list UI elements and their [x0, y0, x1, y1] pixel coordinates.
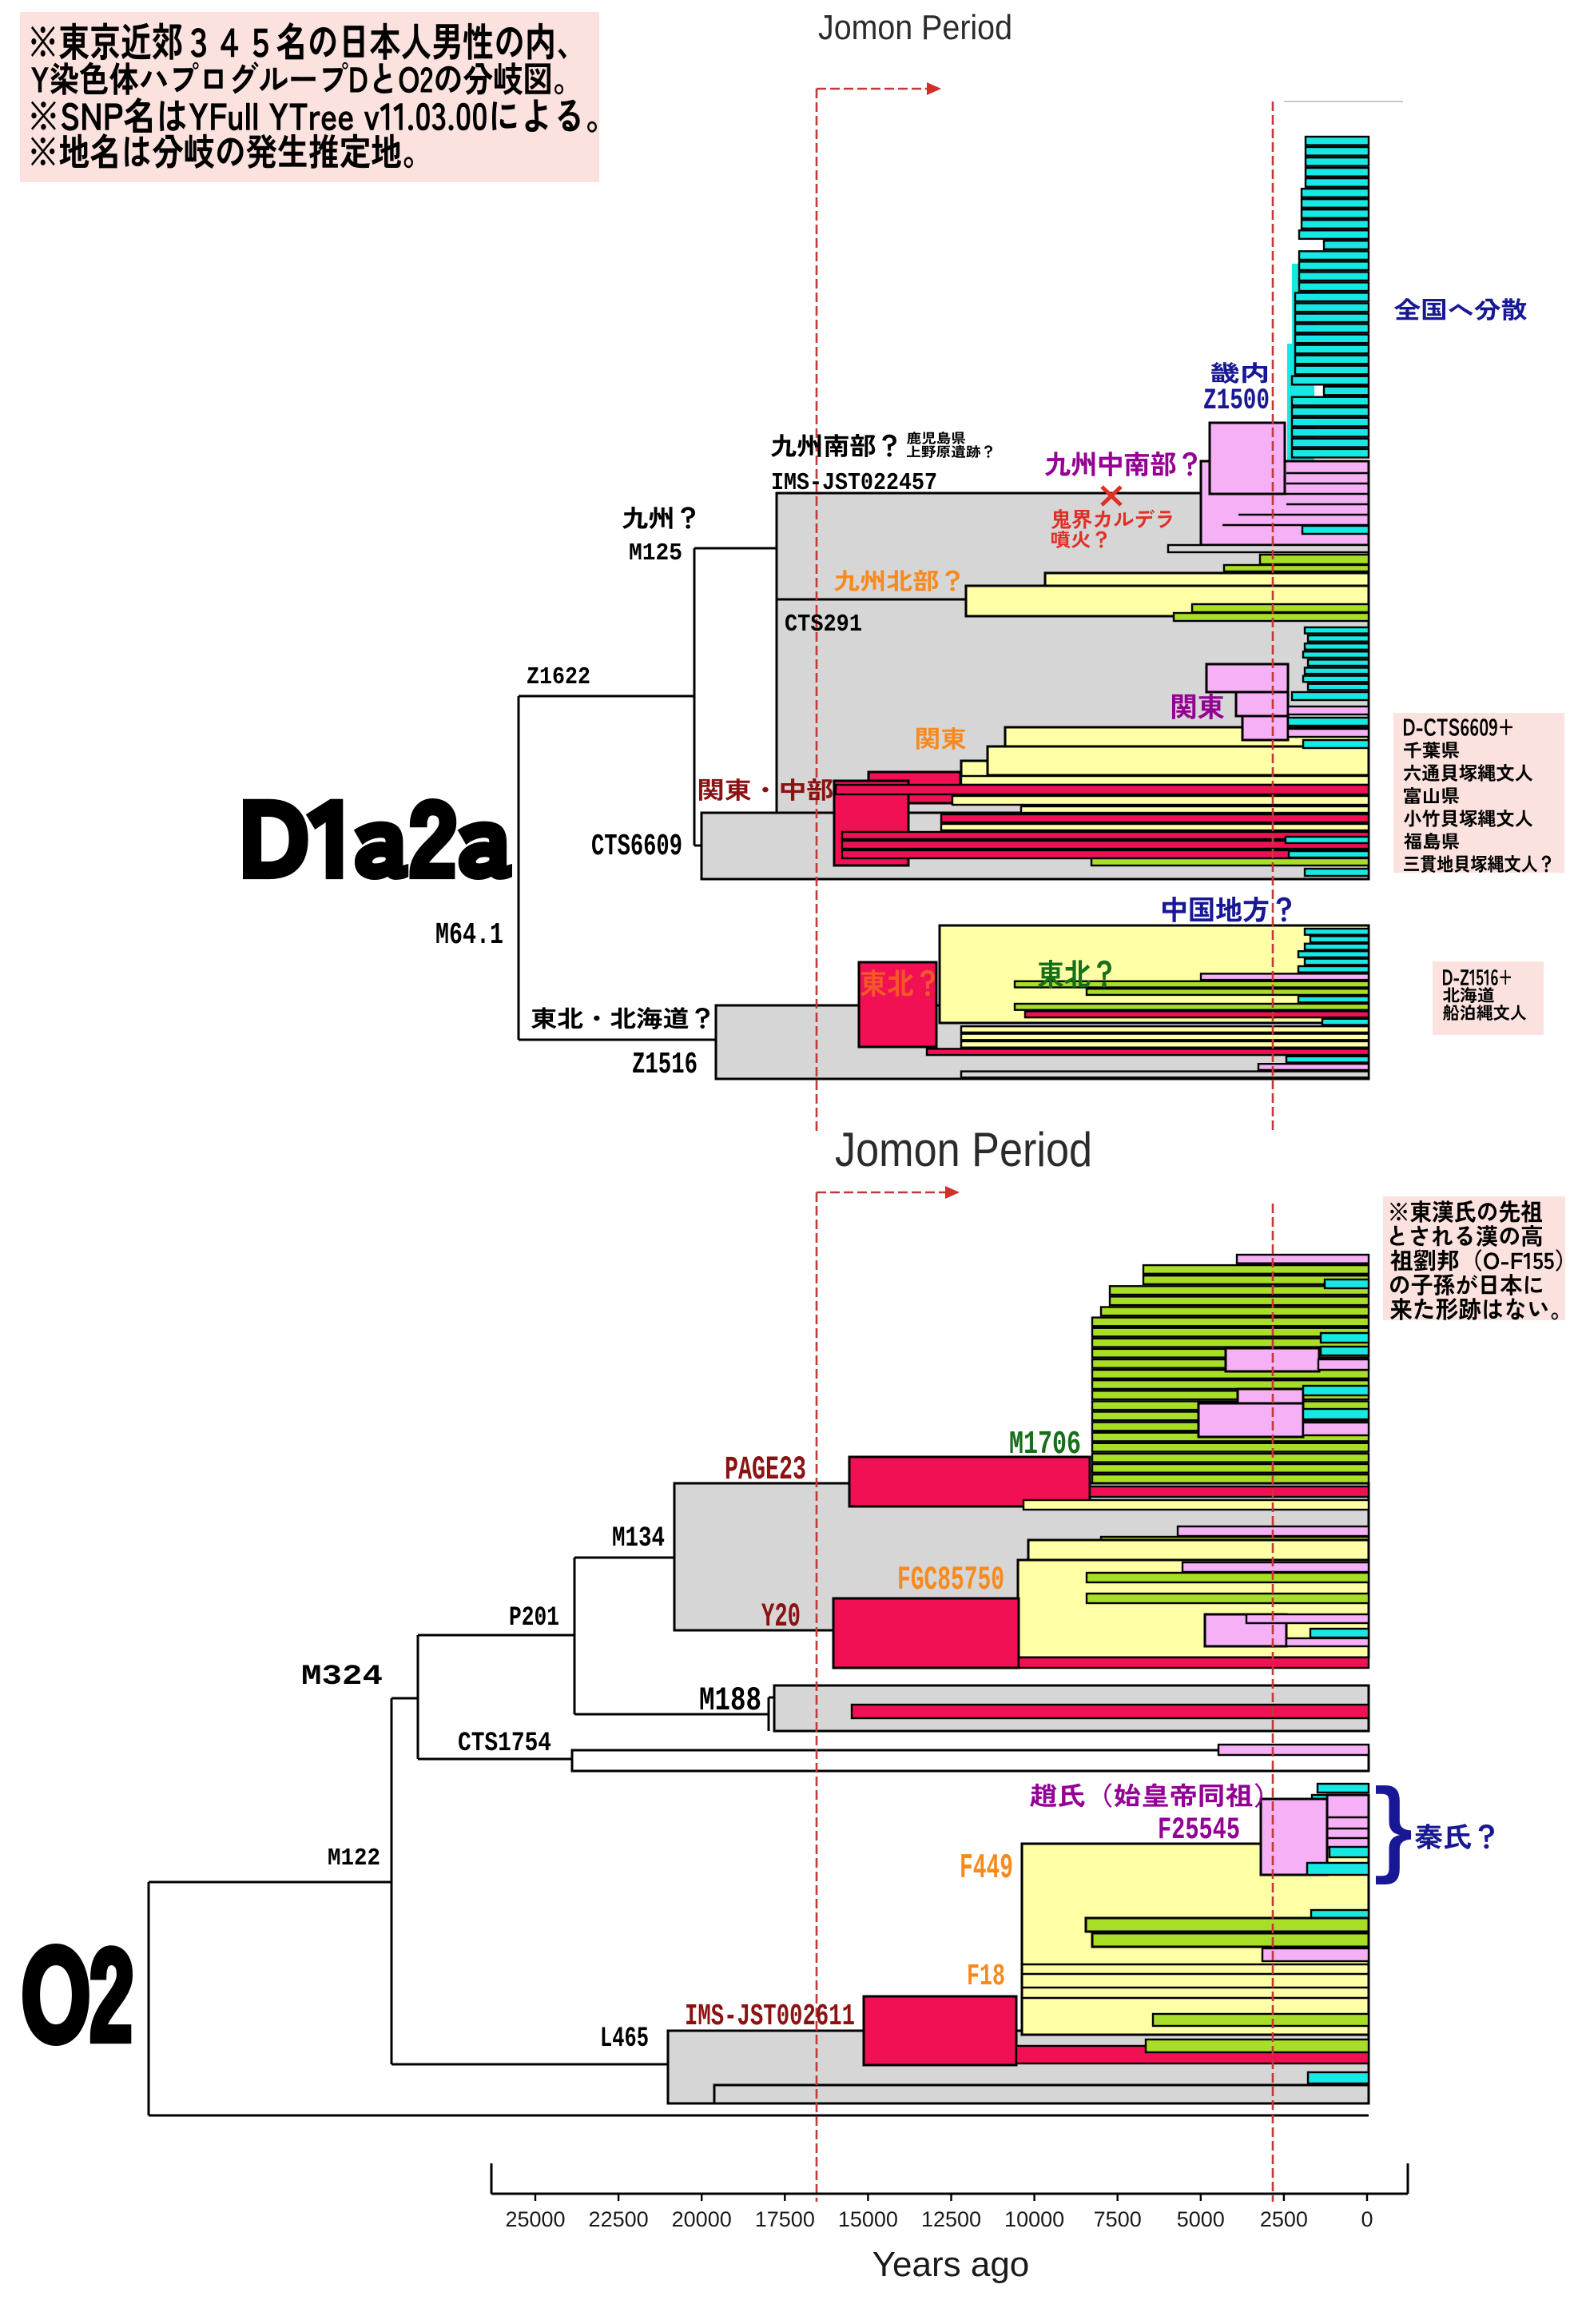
svg-text:CTS291: CTS291 [785, 611, 862, 639]
svg-text:IMS-JST022457: IMS-JST022457 [771, 469, 937, 497]
svg-text:Jomon Period: Jomon Period [835, 1123, 1092, 1176]
svg-text:2500: 2500 [1260, 2207, 1308, 2231]
svg-text:5000: 5000 [1177, 2207, 1225, 2231]
svg-text:M122: M122 [328, 1844, 380, 1872]
svg-text:22500: 22500 [589, 2207, 649, 2231]
svg-text:12500: 12500 [921, 2207, 981, 2231]
svg-text:17500: 17500 [755, 2207, 815, 2231]
svg-text:0: 0 [1361, 2207, 1373, 2231]
svg-text:25000: 25000 [505, 2207, 565, 2231]
svg-text:Years ago: Years ago [872, 2245, 1030, 2284]
svg-text:CTS6609: CTS6609 [591, 830, 682, 864]
svg-text:L465: L465 [600, 2023, 649, 2055]
svg-text:15000: 15000 [838, 2207, 898, 2231]
svg-text:PAGE23: PAGE23 [725, 1451, 806, 1489]
svg-text:7500: 7500 [1094, 2207, 1142, 2231]
svg-text:M125: M125 [629, 539, 682, 567]
svg-text:Z1500: Z1500 [1203, 384, 1270, 418]
svg-text:M64.1: M64.1 [435, 918, 503, 953]
svg-text:M1706: M1706 [1009, 1427, 1081, 1463]
svg-text:Jomon Period: Jomon Period [818, 8, 1012, 47]
svg-text:20000: 20000 [672, 2207, 732, 2231]
svg-text:Y20: Y20 [761, 1598, 801, 1636]
svg-text:M324: M324 [301, 1661, 383, 1693]
svg-text:P201: P201 [509, 1603, 559, 1634]
svg-text:CTS1754: CTS1754 [458, 1729, 551, 1759]
svg-text:Z1622: Z1622 [527, 663, 590, 691]
svg-text:FGC85750: FGC85750 [897, 1561, 1004, 1599]
svg-text:10000: 10000 [1004, 2207, 1064, 2231]
svg-text:IMS-JST002611: IMS-JST002611 [685, 2000, 855, 2034]
svg-text:M134: M134 [612, 1522, 665, 1554]
svg-text:F18: F18 [967, 1960, 1005, 1994]
svg-text:F25545: F25545 [1158, 1813, 1240, 1848]
svg-text:F449: F449 [960, 1848, 1013, 1888]
svg-text:M188: M188 [699, 1681, 761, 1720]
svg-text:Z1516: Z1516 [632, 1048, 698, 1082]
